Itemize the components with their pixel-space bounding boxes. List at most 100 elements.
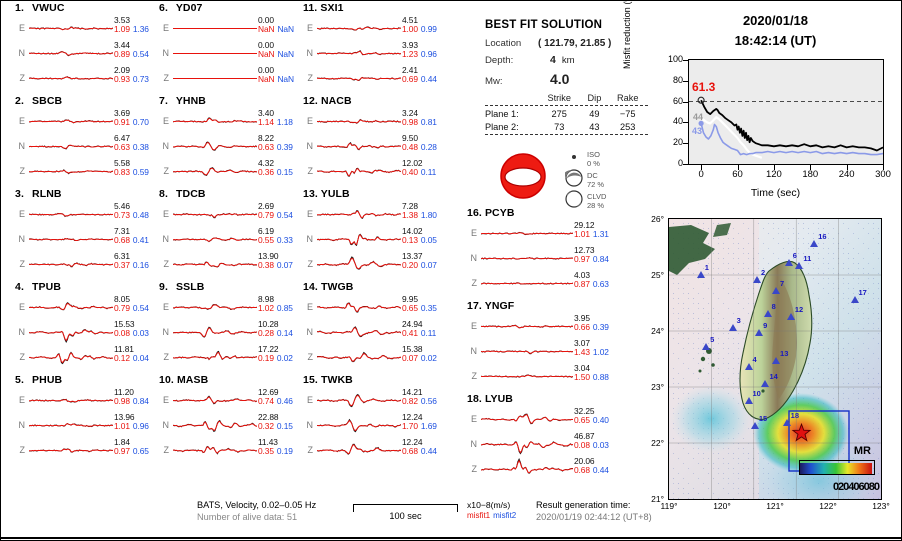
trace-amplitude: 12.24 (402, 412, 423, 422)
map-station-marker[interactable] (728, 323, 737, 331)
component-label: E (18, 116, 25, 126)
component-label: Z (163, 166, 170, 176)
map-station-marker[interactable] (696, 270, 705, 278)
map-station-marker[interactable] (795, 262, 804, 270)
map-station-marker[interactable] (772, 287, 781, 295)
plane-dip: 49 (589, 108, 600, 119)
component-label: E (18, 302, 25, 312)
component-label: N (18, 48, 26, 58)
station-code: YHNB (175, 95, 206, 107)
map-station-label: 5 (710, 335, 715, 345)
waveform-trace (481, 407, 573, 432)
trace-misfits: 0.08 0.03 (114, 328, 149, 338)
chart-ytick: 80 (672, 74, 683, 85)
trace-amplitude: 46.87 (574, 431, 595, 441)
misfit2-value: 0.44 (420, 446, 437, 456)
map-station-marker[interactable] (763, 309, 772, 317)
map-lon-tick: 119° (660, 501, 678, 511)
station-title: 6. YD07 (159, 1, 314, 16)
component-label: Z (307, 259, 314, 269)
map-station-marker[interactable] (786, 312, 795, 320)
map-station-marker[interactable] (850, 295, 859, 303)
misfit1-value: NaN (258, 49, 275, 59)
misfit2-value: 0.39 (276, 142, 293, 152)
map-station-marker[interactable] (772, 357, 781, 365)
trace-amplitude: 3.69 (114, 108, 130, 118)
waveform-trace (29, 295, 113, 320)
generation-label: Result generation time: (536, 500, 631, 510)
trace-row: N 8.22 0.63 0.39 (159, 133, 314, 159)
chart-plot-area (688, 59, 884, 165)
map-station-marker[interactable] (755, 329, 764, 337)
misfit1-value: 1.23 (402, 49, 418, 59)
trace-row: Z 11.43 0.35 0.19 (159, 437, 314, 463)
station-number: 4. (15, 281, 24, 293)
focal-mechanism-table: Strike Dip Rake Plane 1: 275 49 −75 Plane 2:… (485, 92, 648, 133)
station-title: 8. TDCB (159, 187, 314, 202)
waveform-trace (481, 457, 573, 482)
scale-label: 100 sec (389, 511, 422, 521)
trace-misfits: 0.73 0.48 (114, 210, 149, 220)
map-station-marker[interactable] (752, 276, 761, 284)
trace-row: N 12.24 1.70 1.69 (303, 412, 458, 438)
trace-row: N 24.94 0.41 0.11 (303, 319, 458, 345)
waveform-trace (29, 41, 113, 66)
station-block: 7. YHNB E 3.40 1.14 1.18 N 8.22 0.63 0.39 Z 4.32 0.… (159, 94, 314, 184)
trace-amplitude: 6.19 (258, 226, 274, 236)
footer-panel: BATS, Velocity, 0.02–0.05 Hz Number of a… (1, 498, 901, 540)
misfit2-value: 0.44 (420, 74, 437, 84)
map-station-marker[interactable] (784, 259, 793, 267)
station-block: 9. SSLB E 8.98 1.02 0.85 N 10.28 0.28 0.14 Z 17.22… (159, 280, 314, 370)
component-label: Z (307, 352, 314, 362)
misfit1-value: NaN (258, 24, 275, 34)
misfit2-value: 0.07 (276, 260, 293, 270)
trace-misfits: 0.32 0.15 (258, 421, 293, 431)
depth-value: 4 (550, 54, 556, 66)
trace-row: N 6.19 0.55 0.33 (159, 226, 314, 252)
trace-misfits: 0.69 0.44 (402, 74, 437, 84)
station-block: 2. SBCB E 3.69 0.91 0.70 N 6.47 0.63 0.38 Z 5.58 0.… (15, 94, 170, 184)
trace-misfits: 0.48 0.28 (402, 142, 437, 152)
misfit2-legend: misfit2 (493, 511, 517, 520)
trace-row: Z 4.32 0.36 0.15 (159, 158, 314, 184)
map-canvas[interactable]: 1 2 3 4 5 6 7 8 9 10 11 12 13 14 15 16 17 18 MR 0 (668, 218, 882, 500)
misfit1-value: 0.07 (402, 353, 418, 363)
trace-row: E 12.69 0.74 0.46 (159, 387, 314, 413)
trace-row: E 3.95 0.66 0.39 (467, 313, 627, 339)
map-station-marker[interactable] (750, 421, 759, 429)
map-station-marker[interactable] (810, 239, 819, 247)
waveform-trace (317, 252, 401, 277)
misfit2-value: 1.02 (592, 347, 609, 357)
map-station-marker[interactable] (761, 379, 770, 387)
trace-amplitude: 1.84 (114, 437, 130, 447)
trace-misfits: 0.37 0.16 (114, 260, 149, 270)
trace-row: Z 6.31 0.37 0.16 (15, 251, 170, 277)
map-lat-tick: 22° (651, 438, 664, 448)
map-station-marker[interactable] (782, 419, 791, 426)
station-block: 17. YNGF E 3.95 0.66 0.39 N 3.07 1.43 1.02 Z 3.04 1… (467, 299, 627, 389)
trace-misfits: NaN NaN (258, 24, 294, 34)
station-title: 13. YULB (303, 187, 458, 202)
map-station-label: 17 (858, 287, 867, 297)
peak-value-label: 61.3 (692, 80, 716, 95)
trace-amplitude: 8.22 (258, 133, 274, 143)
map-station-marker[interactable] (702, 343, 711, 351)
misfit1-value: 0.12 (114, 353, 130, 363)
trace-amplitude: 4.51 (402, 15, 418, 25)
trace-amplitude: 15.53 (114, 319, 135, 329)
station-title: 7. YHNB (159, 94, 314, 109)
map-station-marker[interactable] (744, 396, 753, 404)
trace-amplitude: 8.05 (114, 294, 130, 304)
station-code: LYUB (484, 393, 513, 405)
waveform-trace (317, 438, 401, 463)
epicenter-map[interactable]: 1 2 3 4 5 6 7 8 9 10 11 12 13 14 15 16 17 18 MR 0 (651, 210, 899, 534)
map-station-label: 4 (752, 355, 757, 364)
misfit1-value: 0.82 (402, 396, 418, 406)
component-label: E (306, 302, 313, 312)
trace-row: N 7.31 0.68 0.41 (15, 226, 170, 252)
map-station-marker[interactable] (744, 363, 753, 370)
waveform-trace (173, 16, 257, 41)
misfit1-value: 1.00 (402, 24, 418, 34)
component-label: E (470, 321, 477, 331)
trace-misfits: 1.09 1.36 (114, 24, 149, 34)
